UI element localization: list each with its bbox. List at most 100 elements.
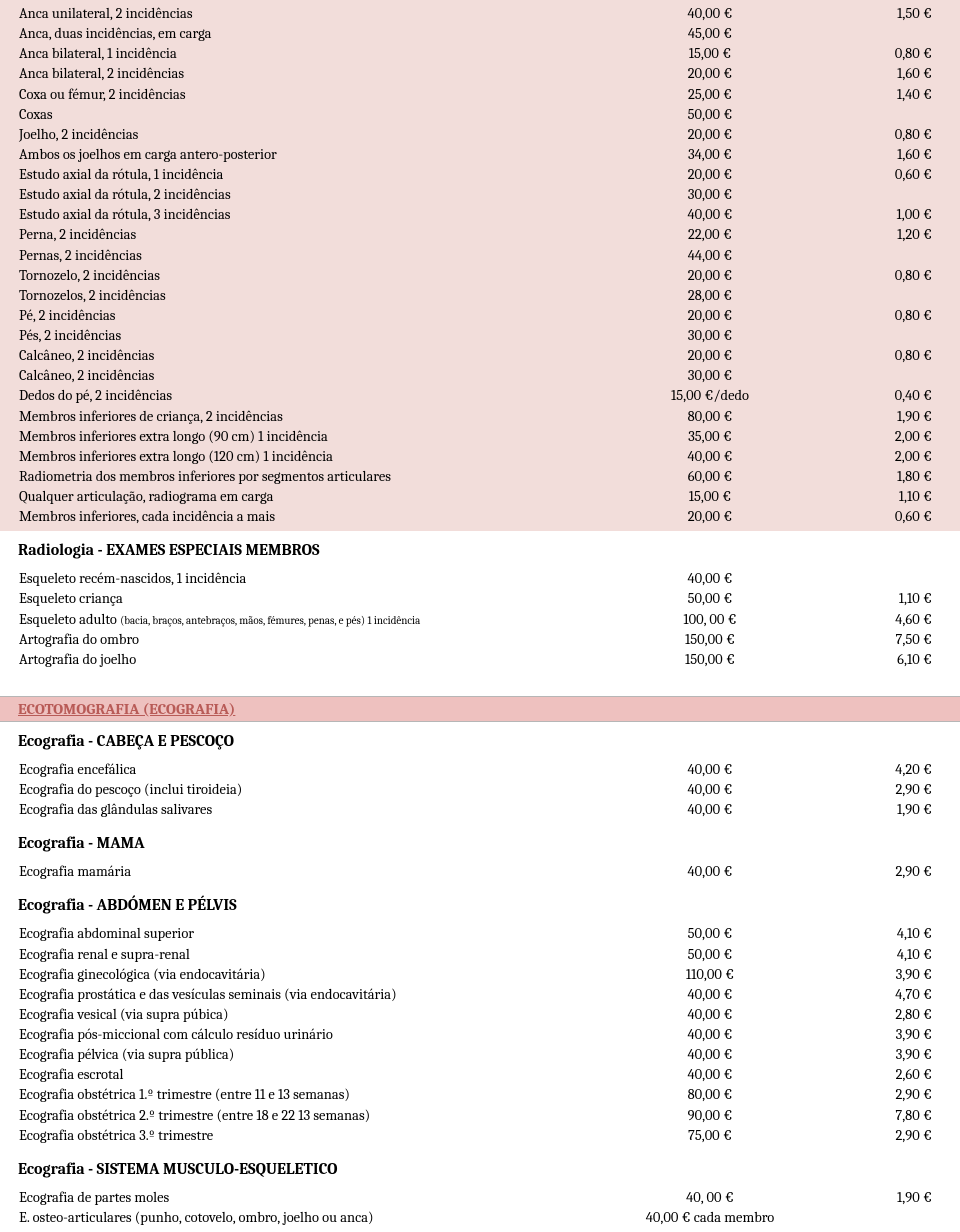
price-block-2: Esqueleto recém-nascidos, 1 incidência40… xyxy=(0,565,960,674)
table-row: Membros inferiores extra longo (90 cm) 1… xyxy=(18,427,942,447)
price2-cell: 2,90 € xyxy=(801,1085,942,1105)
price-cell: 15,00 € xyxy=(619,487,801,507)
table-row: Coxas50,00 € xyxy=(18,105,942,125)
price2-cell: 2,90 € xyxy=(801,780,942,800)
price2-cell: 1,60 € xyxy=(801,64,942,84)
table-row: Ecografia obstétrica 2.º trimestre (entr… xyxy=(18,1106,942,1126)
table-row: Joelho, 2 incidências20,00 €0,80 € xyxy=(18,125,942,145)
price2-cell: 4,10 € xyxy=(801,945,942,965)
price-cell: 40,00 € xyxy=(619,1025,801,1045)
price2-cell: 4,60 € xyxy=(801,610,942,630)
desc-cell: Ecografia abdominal superior xyxy=(18,924,619,944)
desc-cell: Ecografia das glândulas salivares xyxy=(18,800,619,820)
price-cell: 20,00 € xyxy=(619,507,801,527)
desc-cell: Ecografia renal e supra-renal xyxy=(18,945,619,965)
desc-cell: Esqueleto recém-nascidos, 1 incidência xyxy=(18,569,619,589)
price2-cell: 2,60 € xyxy=(801,1065,942,1085)
price-cell: 20,00 € xyxy=(619,266,801,286)
price2-cell xyxy=(801,185,942,205)
price-table-4: Ecografia mamária40,00 €2,90 € xyxy=(18,862,942,882)
price-cell: 40,00 € xyxy=(619,760,801,780)
price2-cell: 4,20 € xyxy=(801,760,942,780)
desc-cell: Pés, 2 incidências xyxy=(18,326,619,346)
table-row: Anca unilateral, 2 incidências40,00 €1,5… xyxy=(18,4,942,24)
price-cell: 20,00 € xyxy=(619,165,801,185)
price-cell: 40,00 € cada membro xyxy=(619,1208,801,1228)
desc-cell: Ecografia de partes moles xyxy=(18,1188,619,1208)
desc-cell: Estudo axial da rótula, 1 incidência xyxy=(18,165,619,185)
desc-cell: Membros inferiores extra longo (90 cm) 1… xyxy=(18,427,619,447)
price2-cell: 1,40 € xyxy=(801,85,942,105)
price-cell: 80,00 € xyxy=(619,1085,801,1105)
price2-cell xyxy=(801,366,942,386)
price2-cell: 1,90 € xyxy=(801,407,942,427)
price-cell: 35,00 € xyxy=(619,427,801,447)
price2-cell: 7,80 € xyxy=(801,1106,942,1126)
price-cell: 45,00 € xyxy=(619,24,801,44)
table-row: E. osteo-articulares (punho, cotovelo, o… xyxy=(18,1208,942,1228)
price2-cell: 1,90 € xyxy=(801,800,942,820)
price-cell: 50,00 € xyxy=(619,945,801,965)
price-cell: 40,00 € xyxy=(619,862,801,882)
price2-cell: 2,00 € xyxy=(801,427,942,447)
table-row: Ambos os joelhos em carga antero-posteri… xyxy=(18,145,942,165)
price2-cell: 0,60 € xyxy=(801,165,942,185)
desc-cell: Membros inferiores de criança, 2 incidên… xyxy=(18,407,619,427)
banner-ecotomografia: ECOTOMOGRAFIA (ECOGRAFIA) xyxy=(0,696,960,722)
price2-cell: 1,90 € xyxy=(801,1188,942,1208)
price-block-1: Anca unilateral, 2 incidências40,00 €1,5… xyxy=(0,0,960,531)
desc-cell: Ambos os joelhos em carga antero-posteri… xyxy=(18,145,619,165)
desc-cell: Ecografia pós-miccional com cálculo resí… xyxy=(18,1025,619,1045)
table-row: Ecografia encefálica40,00 €4,20 € xyxy=(18,760,942,780)
desc-cell: Artografia do joelho xyxy=(18,650,619,670)
table-row: Estudo axial da rótula, 3 incidências40,… xyxy=(18,205,942,225)
price2-cell: 2,80 € xyxy=(801,1005,942,1025)
price-block-5: Ecografia abdominal superior50,00 €4,10 … xyxy=(0,920,960,1149)
price2-cell: 1,80 € xyxy=(801,467,942,487)
price-cell: 44,00 € xyxy=(619,246,801,266)
table-row: Ecografia pélvica (via supra pública)40,… xyxy=(18,1045,942,1065)
table-row: Esqueleto recém-nascidos, 1 incidência40… xyxy=(18,569,942,589)
table-row: Estudo axial da rótula, 1 incidência20,0… xyxy=(18,165,942,185)
table-row: Ecografia de partes moles40, 00 €1,90 € xyxy=(18,1188,942,1208)
table-row: Anca bilateral, 1 incidência15,00 €0,80 … xyxy=(18,44,942,64)
desc-cell: Ecografia pélvica (via supra pública) xyxy=(18,1045,619,1065)
section-heading-musculo-esqueletico: Ecografia - SISTEMA MUSCULO-ESQUELETICO xyxy=(0,1150,960,1184)
price2-cell: 6,10 € xyxy=(801,650,942,670)
price2-cell xyxy=(801,246,942,266)
desc-cell: Calcâneo, 2 incidências xyxy=(18,366,619,386)
price-cell: 50,00 € xyxy=(619,924,801,944)
section-heading-mama: Ecografia - MAMA xyxy=(0,824,960,858)
price2-cell: 2,90 € xyxy=(801,862,942,882)
price2-cell: 1,10 € xyxy=(801,487,942,507)
price2-cell xyxy=(801,286,942,306)
desc-cell: Ecografia obstétrica 2.º trimestre (entr… xyxy=(18,1106,619,1126)
desc-cell: Anca bilateral, 2 incidências xyxy=(18,64,619,84)
price-cell: 30,00 € xyxy=(619,185,801,205)
table-row: Anca bilateral, 2 incidências20,00 €1,60… xyxy=(18,64,942,84)
price2-cell: 1,50 € xyxy=(801,4,942,24)
table-row: Estudo axial da rótula, 2 incidências30,… xyxy=(18,185,942,205)
table-row: Ecografia abdominal superior50,00 €4,10 … xyxy=(18,924,942,944)
price-cell: 40,00 € xyxy=(619,985,801,1005)
price2-cell: 1,60 € xyxy=(801,145,942,165)
price-table-5: Ecografia abdominal superior50,00 €4,10 … xyxy=(18,924,942,1145)
desc-cell: Perna, 2 incidências xyxy=(18,225,619,245)
price2-cell: 1,20 € xyxy=(801,225,942,245)
price2-cell: 0,40 € xyxy=(801,386,942,406)
desc-cell: Estudo axial da rótula, 2 incidências xyxy=(18,185,619,205)
desc-cell: Tornozelo, 2 incidências xyxy=(18,266,619,286)
price-cell: 40,00 € xyxy=(619,1005,801,1025)
table-row: Pé, 2 incidências20,00 €0,80 € xyxy=(18,306,942,326)
price-cell: 30,00 € xyxy=(619,326,801,346)
desc-cell: E. osteo-articulares (punho, cotovelo, o… xyxy=(18,1208,619,1228)
desc-cell: Esqueleto criança xyxy=(18,589,619,609)
price-cell: 20,00 € xyxy=(619,346,801,366)
table-row: Calcâneo, 2 incidências20,00 €0,80 € xyxy=(18,346,942,366)
desc-cell: Estudo axial da rótula, 3 incidências xyxy=(18,205,619,225)
section-heading-abdomen-pelvis: Ecografia - ABDÓMEN E PÉLVIS xyxy=(0,886,960,920)
table-row: Ecografia pós-miccional com cálculo resí… xyxy=(18,1025,942,1045)
table-row: Coxa ou fémur, 2 incidências25,00 €1,40 … xyxy=(18,85,942,105)
price2-cell: 4,70 € xyxy=(801,985,942,1005)
price-cell: 22,00 € xyxy=(619,225,801,245)
